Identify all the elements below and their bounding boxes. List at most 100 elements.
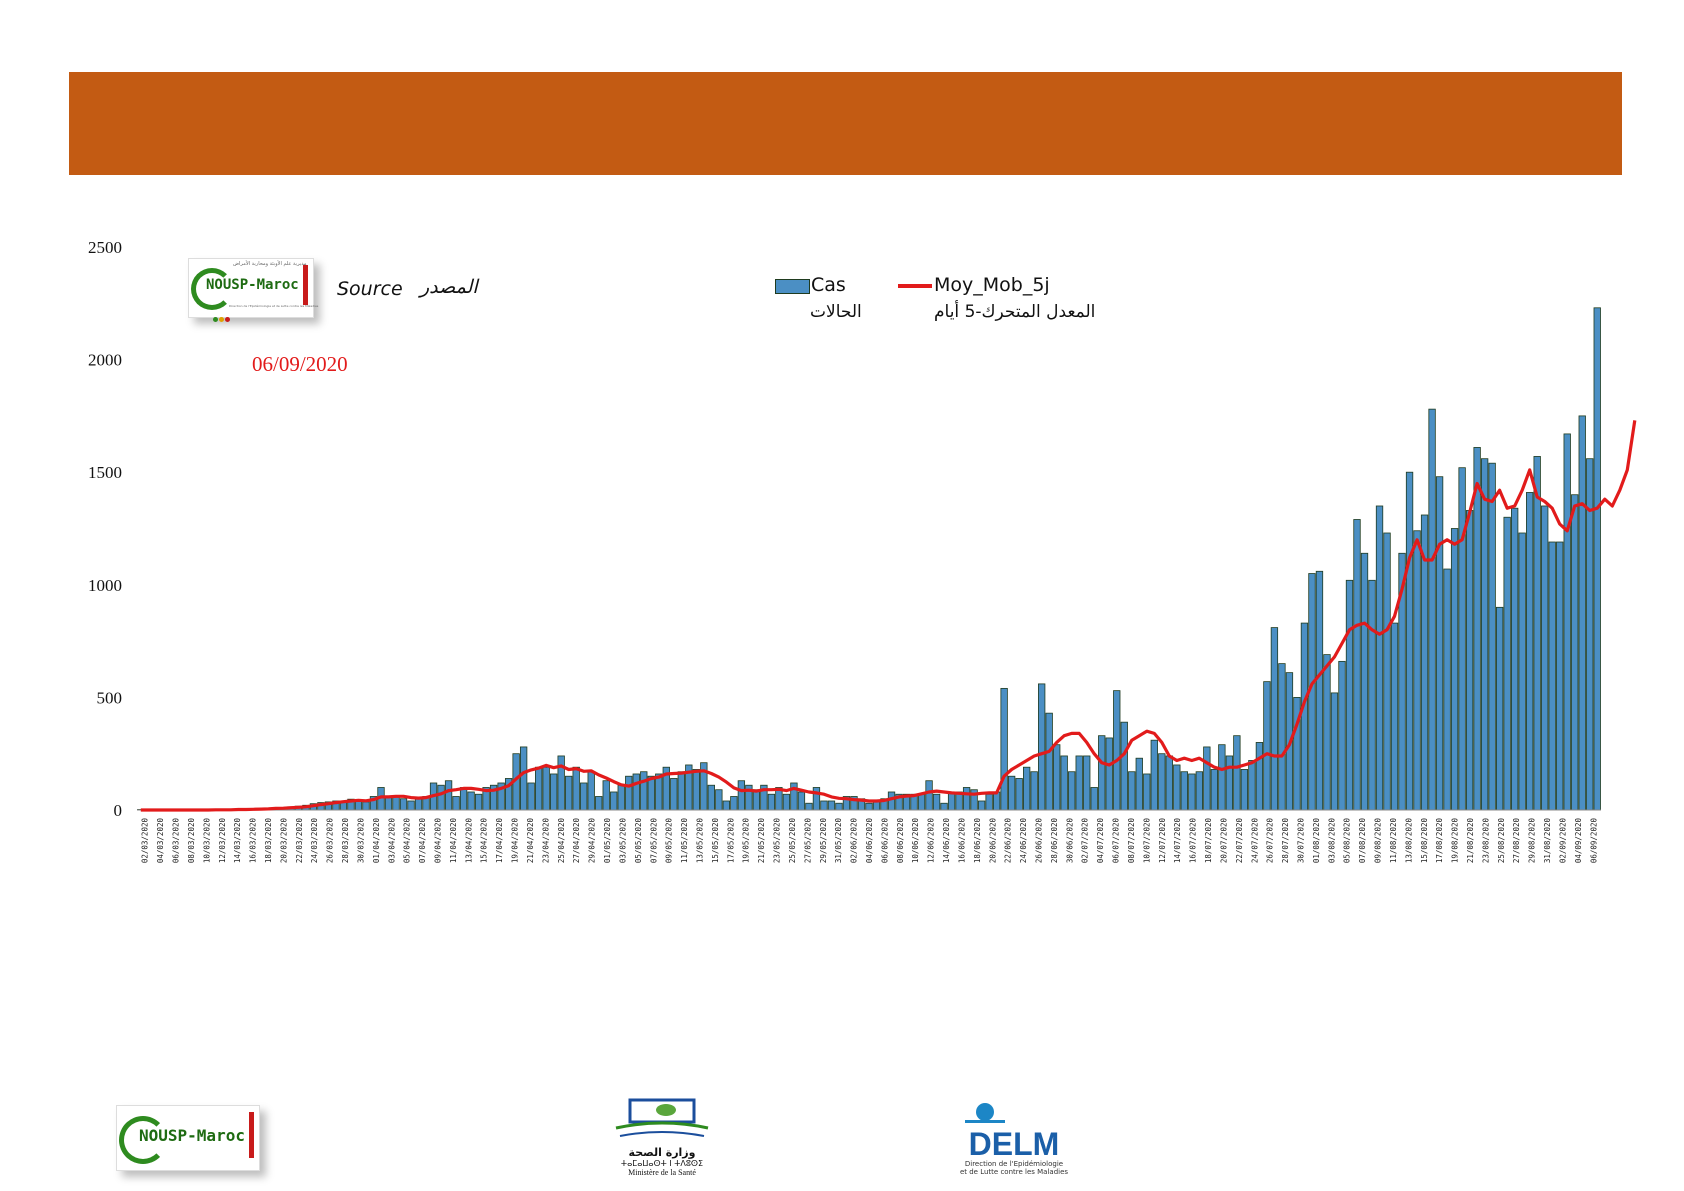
x-tick-label: 31/05/2020 [834,818,843,864]
x-tick-label: 17/08/2020 [1435,818,1444,864]
bar [1323,654,1331,811]
y-tick-label: 0 [114,801,123,820]
x-tick-label: 19/04/2020 [511,818,520,864]
x-tick-label: 05/04/2020 [403,818,412,864]
x-tick-label: 21/05/2020 [757,818,766,864]
x-tick-label: 16/03/2020 [249,818,258,864]
bar [722,800,731,811]
x-tick-label: 29/08/2020 [1528,818,1537,864]
bar [805,802,813,811]
x-tick-label: 03/04/2020 [387,818,396,864]
bar [617,784,625,811]
logo-ring-icon [191,268,233,310]
bar [1120,721,1128,811]
bar [384,796,393,811]
x-tick-label: 11/05/2020 [680,818,689,864]
source-label-ar: المصدر [420,276,478,298]
bar [1218,744,1226,811]
bar [459,787,468,811]
bar [474,793,483,811]
bar [1000,687,1008,811]
y-tick-label: 2000 [88,351,122,370]
bar [640,771,648,811]
bar [782,793,791,811]
bar [1233,735,1241,811]
bar [1007,775,1016,811]
bar [1563,433,1571,811]
x-tick-label: 29/05/2020 [819,818,828,864]
bar [1435,476,1444,811]
x-tick-label: 07/08/2020 [1358,818,1367,864]
bar [730,796,738,811]
bar [550,773,558,811]
bar [535,766,543,811]
legend-bar-label-ar: الحالات [810,302,862,322]
x-tick-label: 04/09/2020 [1574,818,1583,864]
bar [610,791,618,811]
y-tick-label: 500 [97,688,123,707]
logo-dots-icon [213,307,231,326]
bar [467,791,475,811]
ministry-logo: وزارة الصحة ⵜⴰⵎⴰⵡⴰⵙⵜ ⵏ ⵜⴷⵓⵙⵉ Ministère d… [614,1098,710,1178]
x-tick-label: 28/06/2020 [1050,818,1059,864]
bar [977,800,986,811]
bar [1060,755,1068,811]
bar [1360,552,1369,811]
ministry-ar: وزارة الصحة [628,1146,696,1159]
x-tick-label: 12/03/2020 [218,818,227,864]
x-tick-label: 04/03/2020 [156,818,165,864]
bar [1158,753,1166,811]
bar [1465,510,1474,811]
bar [1143,773,1151,811]
x-tick-label: 24/03/2020 [310,818,319,864]
bar [1023,766,1031,811]
bar [797,791,806,811]
x-tick-label: 01/08/2020 [1312,818,1321,864]
x-tick-label: 27/08/2020 [1512,818,1521,864]
bar [1368,579,1376,811]
bar [1083,755,1091,811]
x-tick-label: 10/03/2020 [202,818,211,864]
ministry-fr: Ministère de la Santé [628,1168,696,1177]
bar [1345,579,1354,811]
x-tick-label: 12/07/2020 [1158,818,1167,864]
footer-logo-name: NOUSP-Maroc [139,1126,245,1145]
bar [1353,519,1361,811]
legend-line-label-ar: المعدل المتحرك-5 أيام [934,302,1096,322]
footer-logo-red-bar [249,1112,254,1158]
bar [1383,532,1391,811]
bar [1541,505,1549,811]
bar [1473,447,1481,811]
x-tick-label: 10/06/2020 [911,818,920,864]
x-tick-label: 25/04/2020 [557,818,566,864]
x-tick-label: 08/03/2020 [187,818,196,864]
bar [1300,622,1309,811]
ministry-emblem-icon [615,1098,709,1137]
bar [1571,494,1579,811]
bar [625,775,633,811]
bar [692,769,700,811]
bar [737,780,746,811]
x-tick-label: 14/07/2020 [1173,818,1182,864]
x-tick-label: 19/05/2020 [742,818,751,864]
x-tick-label: 09/05/2020 [665,818,674,864]
bar [647,775,655,811]
y-tick-label: 2500 [88,238,122,257]
x-tick-label: 27/04/2020 [572,818,581,864]
bar [542,766,550,811]
bar [1188,773,1196,811]
bar [1428,408,1436,811]
x-tick-label: 23/05/2020 [773,818,782,864]
bar [392,796,400,811]
bar [557,755,565,811]
x-tick-label: 17/04/2020 [495,818,504,864]
bar [362,801,370,811]
x-tick-label: 25/08/2020 [1497,818,1506,864]
x-tick-label: 29/04/2020 [588,818,597,864]
x-tick-label: 30/06/2020 [1065,818,1074,864]
y-tick-label: 1000 [88,576,122,595]
bar [1375,505,1384,811]
bar [1330,692,1339,811]
bar [1203,746,1211,811]
x-tick-label: 02/07/2020 [1081,818,1090,864]
